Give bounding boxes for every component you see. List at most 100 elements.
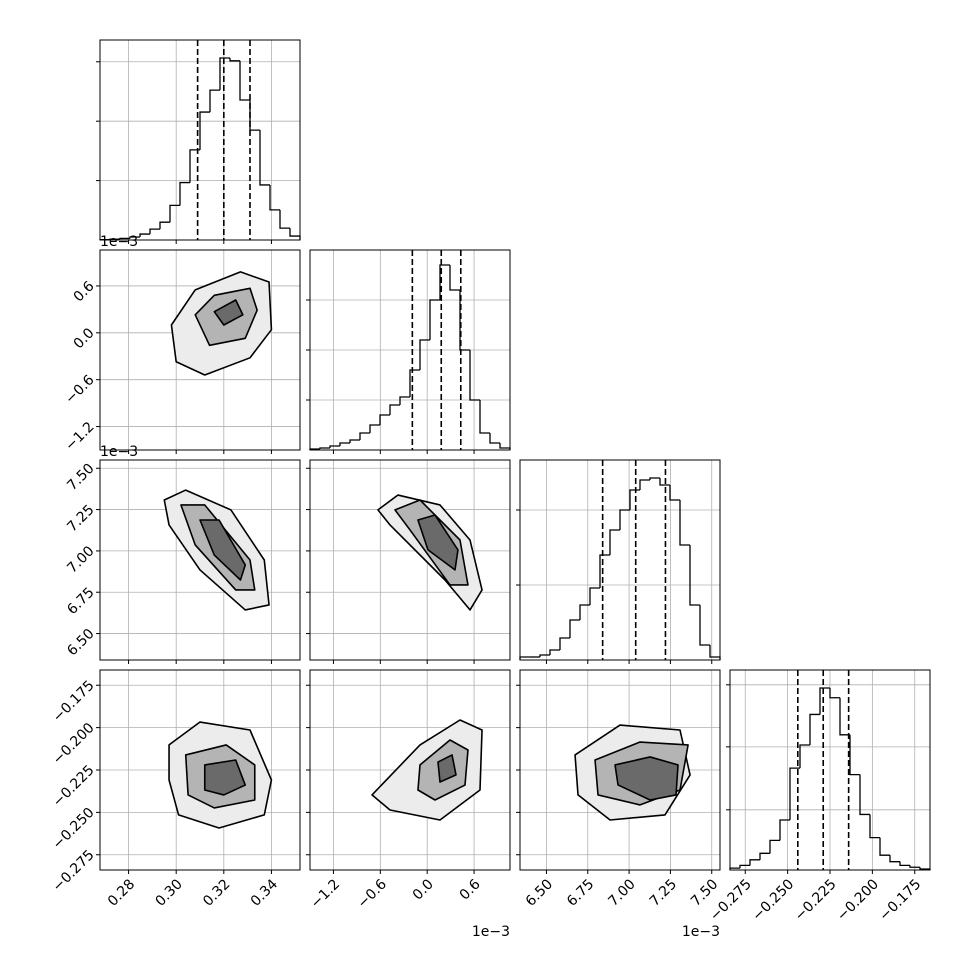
- y-tick-label: −0.200: [50, 720, 98, 768]
- histogram-bin: [590, 588, 600, 605]
- histogram-bin: [700, 605, 710, 645]
- histogram-bin: [680, 500, 690, 545]
- y-tick-label: 0.0: [71, 325, 98, 352]
- x-tick-label: −0.175: [876, 876, 924, 924]
- histogram-bin: [350, 440, 360, 443]
- y-tick-label: 6.75: [64, 585, 97, 618]
- histogram-bin: [610, 530, 620, 555]
- histogram-bin: [540, 655, 550, 657]
- histogram-bin: [380, 415, 390, 425]
- histogram-bin: [670, 485, 680, 500]
- x-tick-label: −0.250: [749, 876, 797, 924]
- x-tick-label: 6.75: [564, 876, 597, 909]
- histogram-bin: [580, 605, 590, 620]
- panel: [96, 250, 300, 454]
- x-tick-label: 0.6: [457, 876, 484, 903]
- histogram-bin: [870, 814, 880, 837]
- panel: [306, 250, 510, 454]
- histogram-bin: [370, 425, 380, 433]
- histogram-bin: [390, 405, 400, 415]
- histogram-bin: [800, 745, 810, 768]
- histogram-bin: [560, 638, 570, 650]
- y-tick-label: 7.25: [64, 502, 97, 535]
- histogram-bin: [360, 433, 370, 440]
- histogram-bin: [340, 443, 350, 446]
- histogram-bin: [140, 234, 150, 237]
- histogram-bin: [220, 58, 230, 90]
- panel: [516, 460, 720, 664]
- x-tick-label: 0.30: [152, 876, 185, 909]
- histogram-bin: [180, 183, 190, 206]
- histogram-bin: [500, 443, 510, 450]
- y-tick-label: −0.250: [50, 805, 98, 853]
- histogram-bin: [640, 480, 650, 490]
- x-tick-label: −0.200: [834, 876, 882, 924]
- histogram-bin: [820, 688, 830, 714]
- panel: [96, 670, 300, 874]
- histogram-bin: [650, 478, 660, 480]
- histogram-bin: [810, 714, 820, 745]
- histogram-bin: [850, 735, 860, 775]
- x-tick-label: 7.00: [605, 876, 638, 909]
- x-tick-label: −0.6: [355, 876, 390, 911]
- y-tick-label: −0.275: [50, 847, 98, 895]
- histogram-bin: [290, 228, 300, 240]
- histogram-bin: [690, 545, 700, 605]
- histogram-bin: [470, 350, 480, 400]
- panel: [516, 670, 720, 874]
- y-tick-label: −0.6: [62, 372, 97, 407]
- histogram-bin: [210, 90, 220, 112]
- histogram-bin: [190, 150, 200, 183]
- histogram-bin: [400, 397, 410, 405]
- histogram-bin: [250, 100, 260, 130]
- x-offset-label: 1e−3: [472, 924, 510, 940]
- histogram-bin: [570, 620, 580, 638]
- y-tick-label: 7.50: [64, 461, 97, 494]
- histogram-bin: [420, 340, 430, 370]
- histogram-bin: [900, 862, 910, 866]
- y-tick-label: 7.00: [64, 543, 97, 576]
- histogram-bin: [620, 510, 630, 530]
- x-tick-label: 6.50: [523, 876, 556, 909]
- histogram-bin: [230, 58, 240, 61]
- panel: [96, 460, 300, 664]
- histogram-bin: [550, 650, 560, 655]
- histogram-bin: [750, 860, 760, 866]
- histogram-bin: [150, 229, 160, 234]
- histogram-bin: [830, 688, 840, 698]
- histogram-bin: [280, 210, 290, 228]
- x-tick-label: −0.225: [792, 876, 840, 924]
- panel: [306, 460, 510, 664]
- panel: [726, 670, 930, 874]
- histogram-bin: [890, 855, 900, 861]
- y-tick-label: −0.225: [50, 762, 98, 810]
- histogram-bin: [760, 853, 770, 859]
- panel: [96, 40, 300, 244]
- histogram-bin: [780, 820, 790, 840]
- histogram-bin: [240, 61, 250, 100]
- x-tick-label: 7.25: [647, 876, 680, 909]
- histogram-bin: [770, 840, 780, 853]
- histogram-bin: [170, 205, 180, 222]
- histogram-bin: [430, 300, 440, 340]
- histogram-bin: [320, 448, 330, 449]
- y-offset-label: 1e−3: [100, 234, 138, 250]
- histogram-bin: [860, 775, 870, 815]
- y-tick-label: −1.2: [62, 419, 97, 454]
- panel-frame: [310, 460, 510, 660]
- panel: [306, 670, 510, 874]
- histogram-bin: [450, 265, 460, 290]
- histogram-bin: [410, 370, 420, 397]
- x-tick-label: 0.34: [248, 876, 281, 909]
- histogram-bin: [600, 555, 610, 588]
- histogram-bin: [260, 130, 270, 185]
- histogram-bin: [480, 400, 490, 433]
- x-tick-label: 0.28: [105, 876, 138, 909]
- y-tick-label: 6.50: [64, 626, 97, 659]
- histogram-bin: [790, 768, 800, 820]
- histogram-bin: [330, 446, 340, 448]
- x-tick-label: −1.2: [308, 876, 343, 911]
- histogram-bin: [200, 112, 210, 150]
- x-offset-label: 1e−3: [682, 924, 720, 940]
